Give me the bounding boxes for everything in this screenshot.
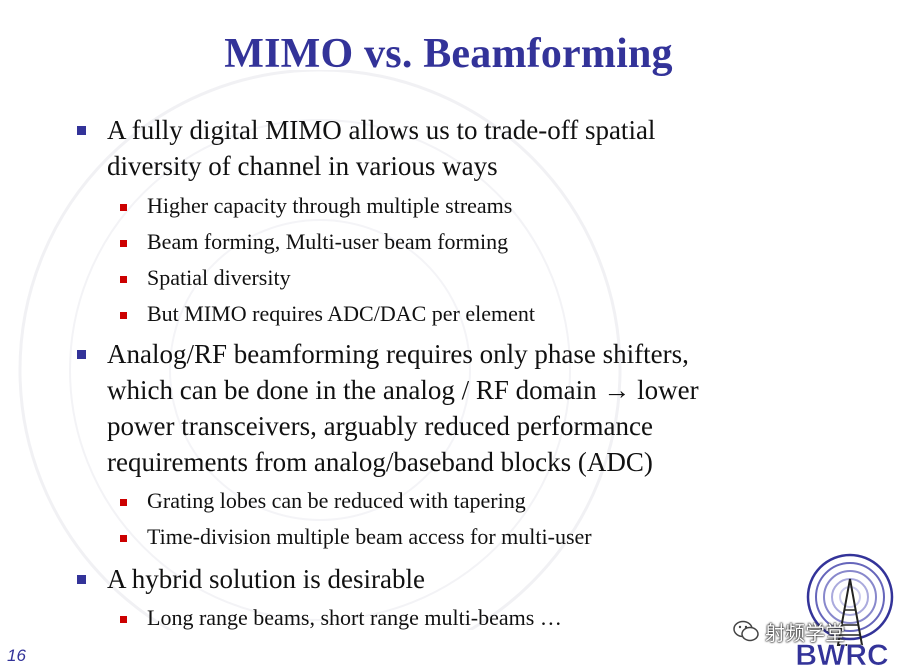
sub-bullet-line: Long range beams, short range multi-beam… — [147, 605, 562, 630]
bullet-line: requirements from analog/baseband blocks… — [107, 447, 653, 477]
page-number: 16 — [7, 646, 26, 665]
bullet-line: diversity of channel in various ways — [107, 151, 498, 181]
sub-bullet-line: Grating lobes can be reduced with taperi… — [147, 488, 526, 513]
bullet-line: which can be done in the analog / RF dom… — [107, 375, 699, 405]
bullet-line: Analog/RF beamforming requires only phas… — [107, 339, 689, 369]
sub-bullet-square-icon — [120, 535, 127, 542]
sub-bullet-line: Time-division multiple beam access for m… — [147, 524, 592, 549]
sub-bullet-square-icon — [120, 276, 127, 283]
bullet-line: power transceivers, arguably reduced per… — [107, 411, 653, 441]
wechat-overlay-text: 射频学堂 — [765, 620, 845, 645]
sub-bullet-line: Beam forming, Multi-user beam forming — [147, 229, 509, 254]
sub-bullet-square-icon — [120, 204, 127, 211]
sub-bullet-line: Spatial diversity — [147, 265, 291, 290]
logo-text: BWRC — [795, 639, 888, 668]
sub-bullet-line: But MIMO requires ADC/DAC per element — [147, 301, 535, 326]
sub-bullet-line: Higher capacity through multiple streams — [147, 193, 513, 218]
sub-bullet-square-icon — [120, 616, 127, 623]
bullet-line: A fully digital MIMO allows us to trade-… — [107, 115, 656, 145]
wechat-overlay: 射频学堂 — [733, 614, 893, 648]
sub-bullet-square-icon — [120, 312, 127, 319]
bullet-square-icon — [77, 350, 86, 359]
sub-bullet-square-icon — [120, 240, 127, 247]
bullet-square-icon — [77, 126, 86, 135]
bullet-line: A hybrid solution is desirable — [107, 564, 425, 594]
sub-bullet-square-icon — [120, 499, 127, 506]
slide-title: MIMO vs. Beamforming — [224, 31, 673, 77]
bullet-square-icon — [77, 575, 86, 584]
bwrc-logo: BWRC — [795, 553, 894, 668]
wechat-icon — [733, 620, 759, 642]
